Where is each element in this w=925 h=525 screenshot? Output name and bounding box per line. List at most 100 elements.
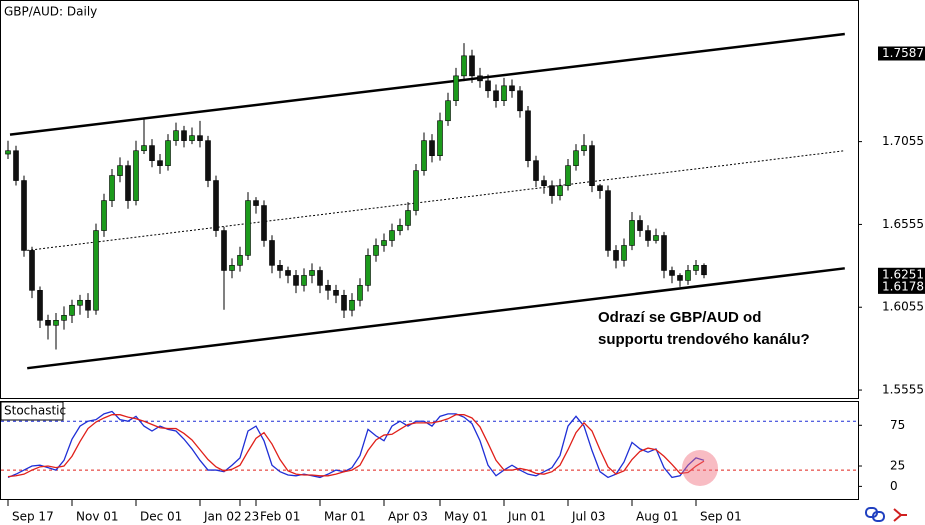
- candle-body: [501, 85, 507, 102]
- candle-body: [109, 175, 115, 201]
- candle-body: [261, 205, 267, 241]
- trend-line: [27, 150, 845, 251]
- candle-body: [413, 170, 419, 211]
- candle-body: [5, 150, 11, 155]
- candle-body: [645, 230, 651, 241]
- x-tick-label: Jan 02: [203, 510, 242, 524]
- toolbar-icons[interactable]: [865, 507, 907, 522]
- candle-body: [477, 75, 483, 82]
- x-tick-label: Mar 01: [324, 510, 366, 524]
- candle-body: [445, 100, 451, 122]
- link-icon[interactable]: [872, 511, 885, 522]
- candle-body: [61, 315, 67, 321]
- price-label: 1.6251: [882, 267, 924, 281]
- candle-body: [573, 150, 579, 166]
- price-label: 1.7587: [882, 46, 924, 60]
- candle-body: [101, 200, 107, 231]
- candle-body: [421, 140, 427, 171]
- price-label: 1.6178: [882, 279, 924, 293]
- price-label-box: [878, 267, 925, 282]
- candle-body: [53, 320, 59, 326]
- candle-body: [173, 130, 179, 141]
- candle-body: [285, 270, 291, 276]
- candle-body: [253, 200, 259, 206]
- x-tick-label: Dec 01: [140, 510, 182, 524]
- candle-body: [493, 90, 499, 102]
- x-tick-label: Feb 01: [260, 510, 300, 524]
- candle-body: [629, 220, 635, 246]
- x-tick-label: Jul 03: [571, 510, 606, 524]
- chart-title: GBP/AUD: Daily: [4, 5, 97, 19]
- candle-body: [693, 265, 699, 271]
- x-tick-label: May 01: [444, 510, 488, 524]
- exit-icon[interactable]: [893, 508, 907, 522]
- highlight-circle: [682, 450, 718, 486]
- candle-body: [269, 240, 275, 266]
- y-tick-label: 1.6555: [882, 217, 924, 231]
- candle-body: [381, 240, 387, 246]
- candle-body: [325, 285, 331, 291]
- candle-body: [637, 220, 643, 231]
- candle-body: [21, 180, 27, 251]
- candle-body: [117, 165, 123, 176]
- candle-body: [365, 255, 371, 286]
- candle-body: [221, 230, 227, 271]
- candle-body: [141, 145, 147, 152]
- candle-body: [237, 255, 243, 266]
- candle-body: [437, 120, 443, 156]
- trend-line: [9, 32, 845, 136]
- y-tick-label: 75: [890, 418, 905, 432]
- x-tick-label: Apr 03: [388, 510, 428, 524]
- candle-body: [309, 270, 315, 276]
- candle-body: [541, 180, 547, 186]
- candle-body: [293, 275, 299, 286]
- candle-body: [589, 145, 595, 186]
- x-tick-label: Nov 01: [76, 510, 119, 524]
- candle-body: [189, 135, 195, 141]
- candle-body: [133, 150, 139, 201]
- y-tick-label: 25: [890, 459, 905, 473]
- candle-body: [525, 110, 531, 161]
- candle-body: [677, 275, 683, 281]
- y-tick-label: 0: [890, 479, 898, 493]
- price-label-box: [878, 279, 925, 294]
- candle-body: [93, 230, 99, 311]
- x-tick-label: Jun 01: [507, 510, 546, 524]
- candle-body: [317, 270, 323, 286]
- candle-body: [357, 285, 363, 301]
- candle-body: [69, 304, 75, 316]
- candle-body: [349, 299, 355, 311]
- candle-body: [597, 185, 603, 191]
- x-tick-label: Sep 01: [700, 510, 742, 524]
- main-panel: [0, 0, 859, 399]
- x-tick-label: Sep 17: [12, 510, 54, 524]
- candle-body: [197, 135, 203, 141]
- candle-body: [397, 225, 403, 231]
- trend-line: [27, 267, 845, 370]
- candle-body: [405, 210, 411, 226]
- candle-body: [181, 130, 187, 141]
- candle-body: [429, 140, 435, 156]
- candle-body: [205, 140, 211, 181]
- main-layer: [5, 32, 845, 370]
- sub-title: Stochastic: [4, 404, 66, 418]
- candle-body: [149, 145, 155, 161]
- candle-body: [661, 235, 667, 271]
- candle-body: [229, 265, 235, 271]
- candle-body: [621, 245, 627, 261]
- candle-body: [341, 295, 347, 311]
- candle-body: [461, 55, 467, 77]
- candle-body: [29, 250, 35, 291]
- candle-body: [533, 160, 539, 181]
- title-box: [1, 2, 99, 22]
- candle-body: [277, 265, 283, 271]
- candle-body: [333, 290, 339, 296]
- candle-body: [13, 150, 19, 181]
- y-tick-label: 1.6055: [882, 300, 924, 314]
- candle-body: [373, 245, 379, 256]
- candle-body: [685, 270, 691, 281]
- candle-body: [653, 235, 659, 241]
- candle-body: [301, 275, 307, 286]
- annotation: supportu trendového kanálu?: [598, 331, 810, 348]
